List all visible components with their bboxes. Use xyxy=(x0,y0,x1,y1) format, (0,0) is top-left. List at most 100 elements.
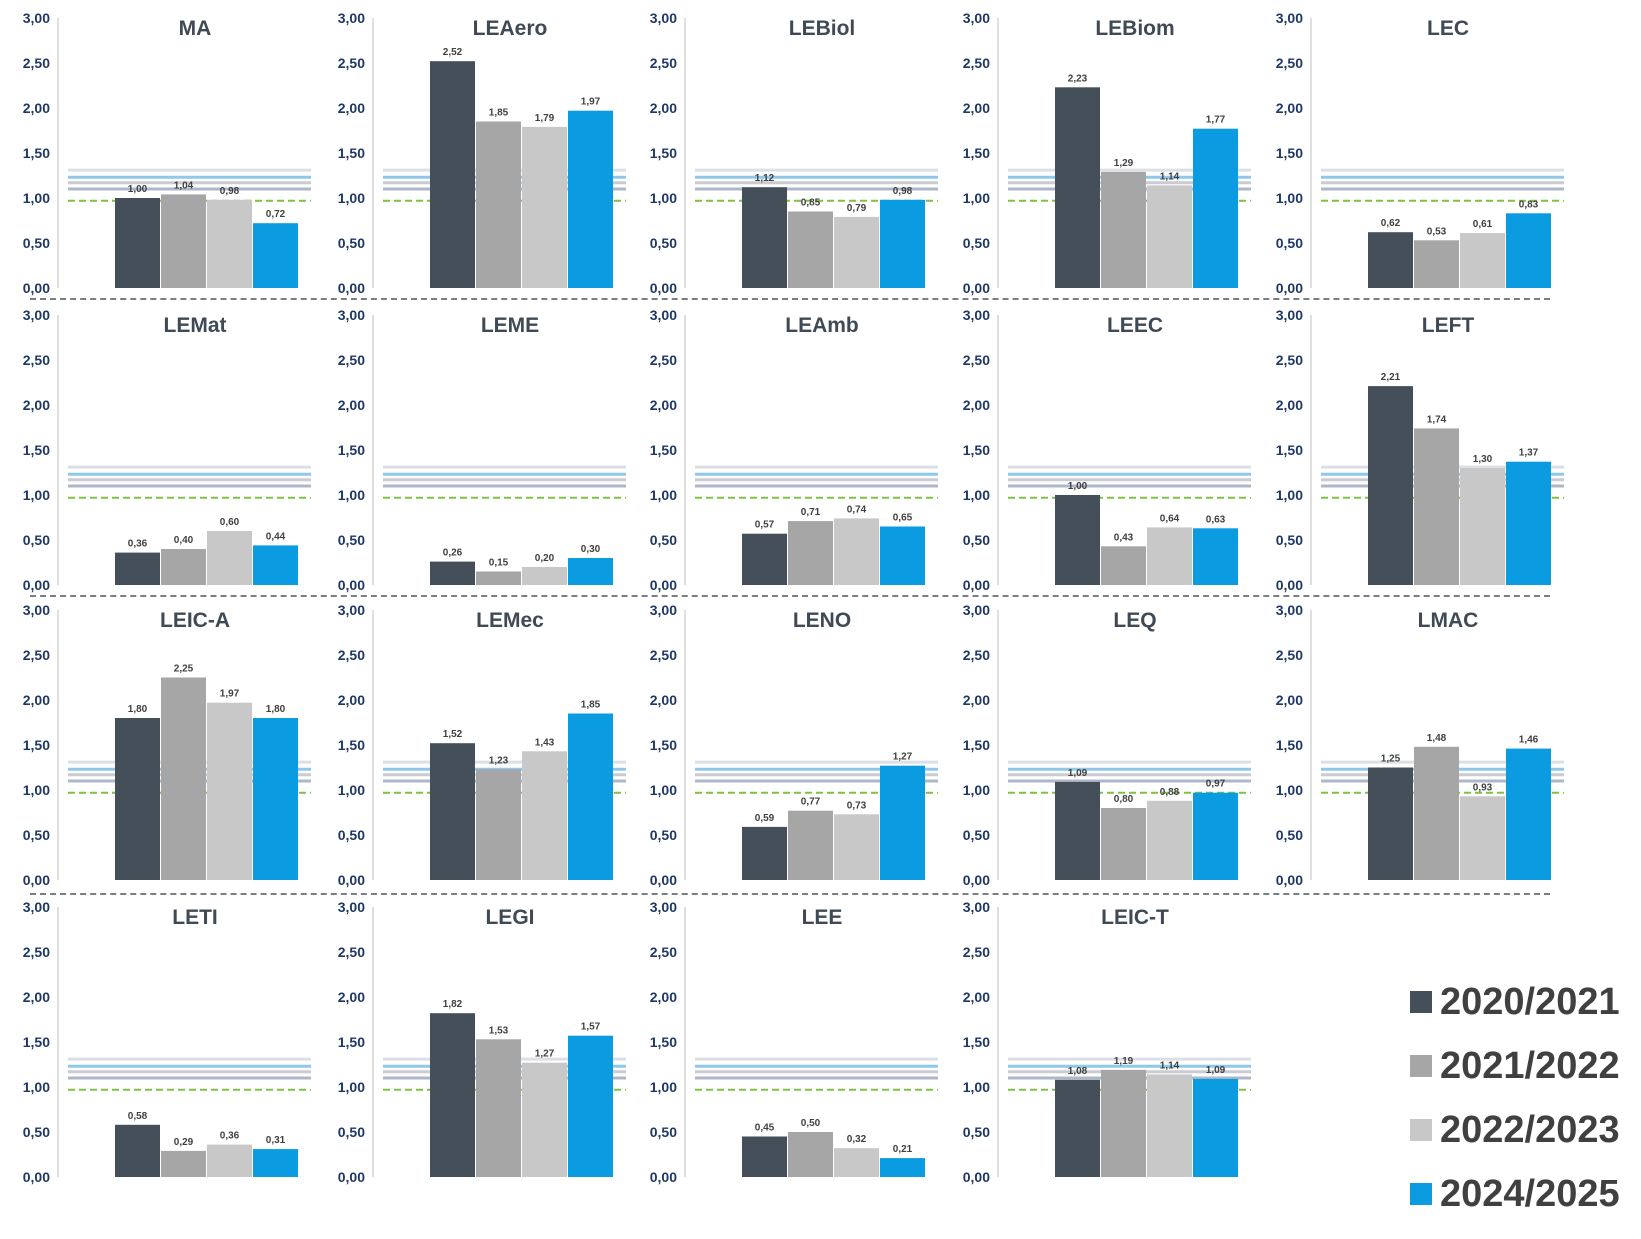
y-tick-label: 2,50 xyxy=(1276,55,1303,71)
chart-panel-leti: LETI 0,00 0,50 1,00 1,50 2,00 2,50 3,00 0,58 0,29… xyxy=(5,897,317,1192)
y-tick-label: 3,00 xyxy=(1276,10,1303,26)
chart-panel-lec: LEC 0,00 0,50 1,00 1,50 2,00 2,50 3,00 0,62 0,53 0… xyxy=(1258,8,1570,303)
y-tick-label: 0,50 xyxy=(650,235,677,251)
bar-2022-2023 xyxy=(1460,233,1505,288)
y-tick-label: 0,50 xyxy=(338,532,365,548)
legend-item: 2024/2025 xyxy=(1410,1162,1640,1226)
y-tick-label: 0,50 xyxy=(23,532,50,548)
y-tick-label: 1,50 xyxy=(338,1034,365,1050)
y-tick-label: 1,00 xyxy=(963,782,990,798)
bar-2022-2023 xyxy=(522,751,567,880)
legend-swatch xyxy=(1410,1055,1432,1077)
data-label: 2,52 xyxy=(443,47,463,58)
chart-title: LEIC-T xyxy=(1101,906,1169,929)
y-tick-label: 2,50 xyxy=(23,944,50,960)
data-label: 0,61 xyxy=(1473,219,1493,230)
y-tick-label: 1,00 xyxy=(338,190,365,206)
bar-2024-2025 xyxy=(253,718,298,880)
bar-2024-2025 xyxy=(253,1149,298,1177)
data-label: 1,12 xyxy=(755,173,775,184)
data-label: 1,09 xyxy=(1068,768,1088,779)
bar-2020-2021 xyxy=(1055,495,1100,585)
bar-2021-2022 xyxy=(476,571,521,585)
y-tick-label: 1,00 xyxy=(23,190,50,206)
y-tick-label: 2,00 xyxy=(338,100,365,116)
y-tick-label: 0,50 xyxy=(338,235,365,251)
bar-2020-2021 xyxy=(115,198,160,288)
data-label: 1,57 xyxy=(581,1022,601,1033)
y-tick-label: 0,50 xyxy=(963,235,990,251)
y-tick-label: 3,00 xyxy=(650,602,677,618)
y-tick-label: 1,00 xyxy=(23,1079,50,1095)
data-label: 1,09 xyxy=(1206,1065,1226,1076)
y-tick-label: 2,50 xyxy=(23,352,50,368)
y-tick-label: 0,00 xyxy=(23,1169,50,1185)
row-separator xyxy=(30,893,1550,895)
chart-title: LEBiol xyxy=(789,17,856,40)
chart-svg: LEFT 0,00 0,50 1,00 1,50 2,00 2,50 3,00 2,21 1,74… xyxy=(1276,307,1564,593)
data-label: 0,44 xyxy=(266,531,286,542)
bar-2022-2023 xyxy=(1460,468,1505,585)
bar-2021-2022 xyxy=(161,1150,206,1177)
y-tick-label: 0,00 xyxy=(1276,872,1303,888)
y-tick-label: 1,50 xyxy=(650,1034,677,1050)
chart-svg: LEE 0,00 0,50 1,00 1,50 2,00 2,50 3,00 0,45 0,50 0… xyxy=(650,899,938,1185)
data-label: 1,80 xyxy=(266,704,286,715)
data-label: 0,93 xyxy=(1473,782,1493,793)
bar-2022-2023 xyxy=(834,216,879,288)
bar-2021-2022 xyxy=(788,1132,833,1177)
bar-2024-2025 xyxy=(1193,128,1238,288)
data-label: 0,21 xyxy=(893,1144,913,1155)
chart-svg: LMAC 0,00 0,50 1,00 1,50 2,00 2,50 3,00 1,25 1,48… xyxy=(1276,602,1564,888)
chart-title: LENO xyxy=(793,609,851,632)
legend-label: 2024/2025 xyxy=(1440,1172,1620,1215)
chart-title: LEC xyxy=(1427,17,1469,40)
y-tick-label: 0,50 xyxy=(963,532,990,548)
y-tick-label: 2,50 xyxy=(650,647,677,663)
bar-2021-2022 xyxy=(1101,808,1146,880)
chart-panel-lebiom: LEBiom 0,00 0,50 1,00 1,50 2,00 2,50 3,00 2,23 1,… xyxy=(945,8,1257,303)
bar-2022-2023 xyxy=(207,531,252,585)
y-tick-label: 1,50 xyxy=(23,1034,50,1050)
data-label: 0,53 xyxy=(1427,226,1447,237)
y-tick-label: 1,50 xyxy=(338,737,365,753)
bar-2021-2022 xyxy=(1101,1069,1146,1177)
data-label: 1,74 xyxy=(1427,414,1447,425)
data-label: 0,50 xyxy=(801,1118,821,1129)
y-tick-label: 0,50 xyxy=(1276,532,1303,548)
y-tick-label: 0,00 xyxy=(650,280,677,296)
data-label: 1,25 xyxy=(1381,754,1401,765)
y-tick-label: 1,00 xyxy=(650,487,677,503)
legend-label: 2020/2021 xyxy=(1440,980,1620,1023)
data-label: 0,31 xyxy=(266,1135,286,1146)
y-tick-label: 1,50 xyxy=(650,737,677,753)
data-label: 1,00 xyxy=(128,184,148,195)
y-tick-label: 0,50 xyxy=(338,1124,365,1140)
chart-panel-lee: LEE 0,00 0,50 1,00 1,50 2,00 2,50 3,00 0,45 0,50 0… xyxy=(632,897,944,1192)
data-label: 0,43 xyxy=(1114,532,1134,543)
y-tick-label: 0,00 xyxy=(338,280,365,296)
data-label: 0,73 xyxy=(847,800,867,811)
data-label: 0,40 xyxy=(174,535,194,546)
legend-swatch xyxy=(1410,991,1432,1013)
y-tick-label: 2,00 xyxy=(23,989,50,1005)
bar-2020-2021 xyxy=(742,187,787,288)
data-label: 0,65 xyxy=(893,513,913,524)
chart-panel-leme: LEME 0,00 0,50 1,00 1,50 2,00 2,50 3,00 0,26 0,15… xyxy=(320,305,632,600)
data-label: 0,98 xyxy=(220,186,240,197)
legend-item: 2022/2023 xyxy=(1410,1098,1640,1162)
bar-2024-2025 xyxy=(1506,748,1551,880)
bar-2022-2023 xyxy=(522,567,567,585)
y-tick-label: 2,50 xyxy=(963,944,990,960)
bar-2020-2021 xyxy=(115,1124,160,1177)
chart-svg: LEME 0,00 0,50 1,00 1,50 2,00 2,50 3,00 0,26 0,15… xyxy=(338,307,626,593)
chart-svg: LEC 0,00 0,50 1,00 1,50 2,00 2,50 3,00 0,62 0,53 0… xyxy=(1276,10,1564,296)
data-label: 0,80 xyxy=(1114,794,1134,805)
y-tick-label: 0,00 xyxy=(963,577,990,593)
y-tick-label: 1,50 xyxy=(963,145,990,161)
bar-2021-2022 xyxy=(788,211,833,288)
bar-2024-2025 xyxy=(880,526,925,585)
chart-title: LMAC xyxy=(1418,609,1479,632)
chart-panel-lebiol: LEBiol 0,00 0,50 1,00 1,50 2,00 2,50 3,00 1,12 0,… xyxy=(632,8,944,303)
data-label: 0,20 xyxy=(535,553,555,564)
